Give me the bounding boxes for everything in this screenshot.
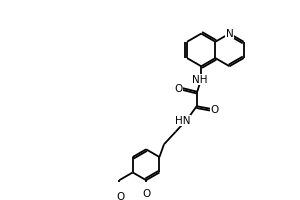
Text: HN: HN — [175, 116, 191, 126]
Text: O: O — [211, 105, 219, 115]
Text: O: O — [174, 84, 183, 94]
Text: O: O — [116, 192, 124, 200]
Text: O: O — [143, 189, 151, 199]
Text: N: N — [226, 29, 233, 39]
Text: NH: NH — [192, 75, 207, 85]
